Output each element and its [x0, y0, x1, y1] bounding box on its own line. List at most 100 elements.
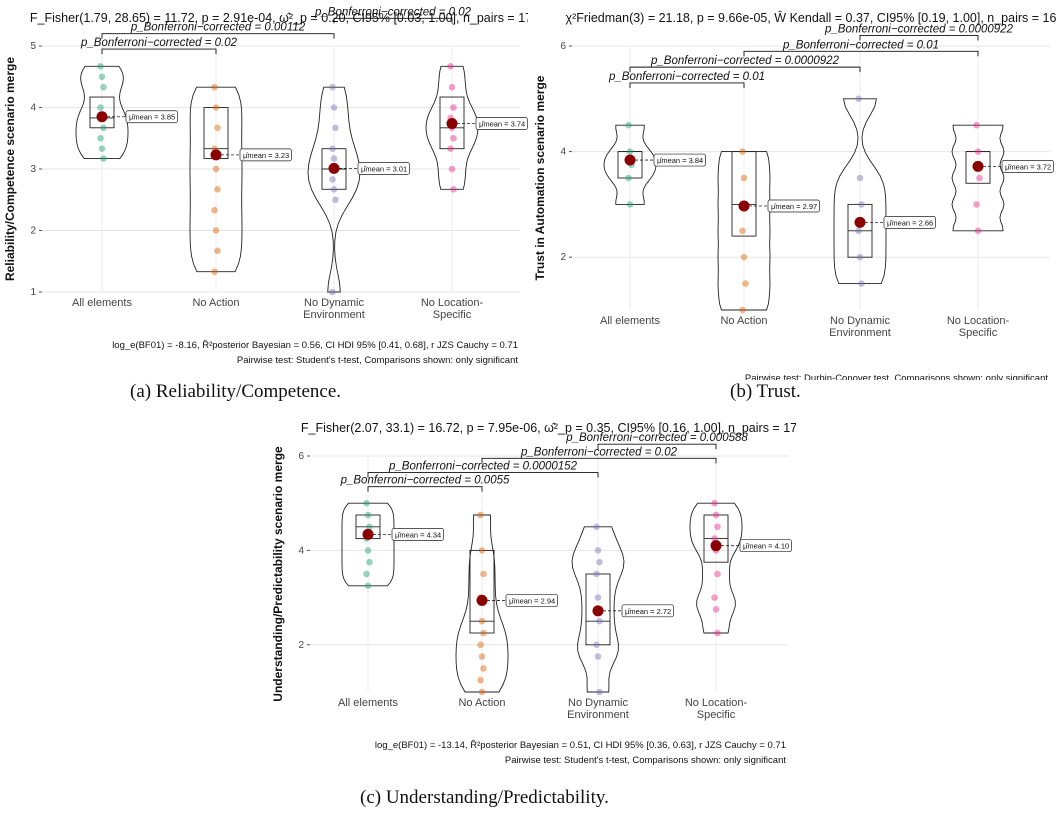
data-point — [363, 570, 370, 578]
significance-label: p_Bonferroni−corrected = 0.0000152 — [388, 461, 578, 473]
data-point — [593, 523, 600, 531]
data-point — [973, 201, 980, 208]
y-tick-label: 2 — [30, 226, 36, 237]
mean-label-box — [621, 604, 674, 618]
data-point — [329, 176, 336, 183]
data-point — [330, 104, 338, 111]
data-point — [596, 688, 603, 696]
data-point — [332, 124, 339, 132]
mean-label-box — [391, 528, 444, 541]
mean-point — [476, 594, 488, 606]
y-tick-label: 2 — [298, 640, 304, 651]
data-point — [448, 165, 456, 173]
data-point — [97, 134, 104, 142]
data-point — [714, 570, 721, 578]
data-point — [211, 206, 218, 214]
data-point — [594, 594, 602, 601]
footer-pairwise: Pairwise test: Student's t-test, Compari… — [237, 355, 518, 366]
mean-label: μ̂mean = 2.97 — [771, 202, 817, 211]
data-point — [740, 174, 748, 182]
data-point — [625, 174, 632, 182]
violin — [603, 124, 657, 205]
mean-label: μ̂mean = 4.10 — [743, 542, 789, 551]
mean-label: μ̂mean = 3.01 — [361, 164, 407, 173]
data-point — [740, 253, 748, 261]
data-point — [973, 121, 980, 129]
data-point — [858, 280, 865, 287]
y-tick-label: 2 — [560, 252, 566, 263]
data-point — [712, 511, 720, 519]
data-point — [450, 185, 457, 193]
data-point — [856, 253, 864, 261]
x-tick-label: No Action — [458, 697, 505, 709]
data-point — [450, 104, 457, 111]
footer-pairwise: Pairwise test: Student's t-test, Compari… — [505, 755, 786, 766]
mean-label-box — [1001, 160, 1054, 173]
data-point — [714, 523, 721, 531]
mean-label: μ̂mean = 3.72 — [1005, 162, 1051, 171]
data-point — [212, 165, 220, 173]
data-point — [596, 558, 603, 566]
mean-point — [446, 117, 458, 129]
y-tick-label: 3 — [30, 164, 36, 175]
data-point — [480, 570, 487, 578]
chart-panel-a: F_Fisher(1.79, 28.65) = 11.72, p = 2.91e… — [3, 6, 528, 366]
data-point — [478, 653, 486, 660]
data-point — [447, 62, 454, 70]
y-axis-title: Understanding/Predictability scenario me… — [271, 446, 285, 702]
data-point — [214, 247, 221, 255]
x-tick-label: No Action — [192, 297, 239, 309]
y-tick-label: 6 — [298, 451, 304, 462]
mean-label-box — [767, 199, 820, 213]
significance-label: p_Bonferroni−corrected = 0.0000922 — [650, 55, 840, 67]
chart-panel-b: χ²Friedman(3) = 21.18, p = 9.66e-05, Ŵ K… — [533, 10, 1056, 380]
data-point — [480, 629, 487, 637]
data-point — [711, 499, 718, 507]
data-point — [212, 227, 220, 234]
y-tick-label: 5 — [30, 41, 36, 52]
caption-a: (a) Reliability/Competence. — [130, 381, 342, 402]
violin — [425, 65, 479, 190]
data-point — [329, 288, 336, 296]
chart-panel-c: F_Fisher(2.07, 33.1) = 16.72, p = 7.95e-… — [271, 421, 796, 766]
data-point — [477, 511, 484, 519]
data-point — [712, 606, 720, 613]
data-point — [364, 511, 372, 519]
box — [585, 573, 611, 646]
data-point — [855, 95, 862, 103]
x-tick-label: No Dynamic — [568, 697, 628, 709]
data-point — [976, 174, 983, 182]
mean-label-box — [475, 117, 528, 130]
mean-label: μ̂mean = 2.94 — [509, 596, 555, 605]
data-point — [364, 547, 372, 554]
data-point — [477, 676, 484, 684]
y-tick-label: 4 — [560, 147, 566, 158]
data-point — [100, 124, 107, 132]
data-point — [626, 201, 634, 208]
violin — [951, 124, 1005, 232]
data-point — [739, 227, 746, 235]
violin — [189, 86, 243, 273]
data-point — [100, 83, 107, 91]
data-point — [211, 83, 218, 91]
mean-label: μ̂mean = 2.72 — [625, 607, 671, 616]
data-point — [363, 499, 370, 507]
mean-label: μ̂mean = 2.66 — [887, 218, 933, 227]
mean-label: μ̂mean = 4.34 — [395, 530, 441, 539]
significance-bracket — [481, 457, 717, 464]
significance-bracket — [101, 33, 335, 39]
footer-pairwise: Pairwise test: Durbin-Conover test, Comp… — [745, 373, 1048, 380]
significance-bracket — [333, 17, 453, 24]
data-point — [714, 629, 721, 637]
data-point — [366, 523, 373, 531]
data-point — [856, 174, 864, 182]
data-point — [596, 617, 603, 625]
data-point — [448, 83, 456, 91]
y-tick-label: 1 — [30, 287, 36, 298]
significance-label: p_Bonferroni−corrected = 0.000588 — [565, 432, 748, 444]
significance-bracket — [629, 82, 745, 88]
box — [469, 549, 495, 634]
data-point — [478, 688, 486, 696]
data-point — [332, 196, 339, 204]
x-tick-label: Environment — [567, 709, 629, 721]
